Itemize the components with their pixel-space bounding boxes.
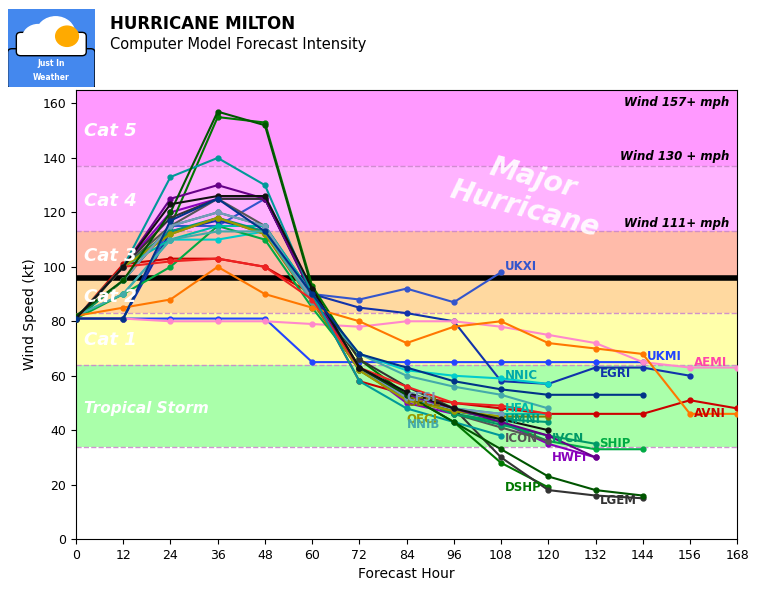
Text: Cat 1: Cat 1 (84, 331, 137, 349)
Text: NNIB: NNIB (407, 418, 440, 431)
Circle shape (23, 25, 54, 53)
Bar (76, 446, 737, 539)
Text: Major
Hurricane: Major Hurricane (447, 144, 610, 243)
Text: Weather: Weather (33, 73, 70, 82)
Text: HWFI: HWFI (553, 451, 587, 464)
Text: Wind 130 + mph: Wind 130 + mph (620, 150, 730, 164)
Bar (76, 166, 737, 231)
Bar (76, 231, 737, 278)
FancyBboxPatch shape (1, 3, 102, 93)
Bar (76, 90, 737, 166)
Y-axis label: Wind Speed (kt): Wind Speed (kt) (23, 259, 36, 370)
Text: Just In: Just In (37, 59, 65, 68)
Text: Cat 3: Cat 3 (84, 247, 137, 265)
Text: Wind 111+ mph: Wind 111+ mph (624, 217, 730, 230)
Circle shape (36, 17, 75, 51)
Text: Wind 157+ mph: Wind 157+ mph (624, 96, 730, 109)
Text: DSHP: DSHP (505, 481, 542, 494)
Text: OECI: OECI (407, 413, 438, 426)
Text: OECL: OECL (407, 397, 441, 410)
Text: ICON: ICON (505, 432, 538, 445)
FancyBboxPatch shape (17, 32, 86, 56)
Text: Computer Model Forecast Intensity: Computer Model Forecast Intensity (110, 37, 366, 52)
Circle shape (55, 26, 78, 46)
Text: SHIP: SHIP (600, 437, 631, 450)
Text: AVNI: AVNI (694, 407, 726, 420)
Bar (76, 313, 737, 365)
Text: UKXI: UKXI (505, 261, 537, 273)
X-axis label: Forecast Hour: Forecast Hour (358, 567, 455, 582)
Text: Cat 5: Cat 5 (84, 122, 137, 140)
Text: IVCN: IVCN (553, 432, 584, 445)
Text: NNIC: NNIC (505, 369, 538, 382)
Text: UKMI: UKMI (647, 350, 682, 363)
Text: Tropical Storm: Tropical Storm (84, 401, 209, 416)
FancyBboxPatch shape (8, 49, 95, 89)
Text: CFSI: CFSI (407, 391, 436, 404)
Text: Cat 4: Cat 4 (84, 192, 137, 210)
Text: HMNI: HMNI (505, 413, 541, 426)
Text: HFAI: HFAI (505, 402, 535, 415)
Circle shape (55, 30, 82, 53)
Bar (76, 278, 737, 313)
Text: EGRI: EGRI (600, 367, 631, 380)
Text: HURRICANE MILTON: HURRICANE MILTON (110, 15, 296, 33)
Text: LGEM: LGEM (600, 495, 636, 507)
Text: AEMI: AEMI (694, 356, 727, 368)
Bar (76, 365, 737, 446)
Text: Cat 2: Cat 2 (84, 288, 137, 305)
